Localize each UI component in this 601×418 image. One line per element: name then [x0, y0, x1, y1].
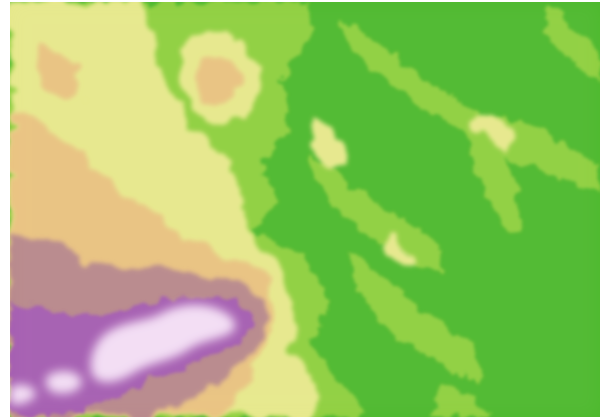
elevation-map	[10, 2, 600, 417]
shading-overlay	[10, 2, 600, 417]
